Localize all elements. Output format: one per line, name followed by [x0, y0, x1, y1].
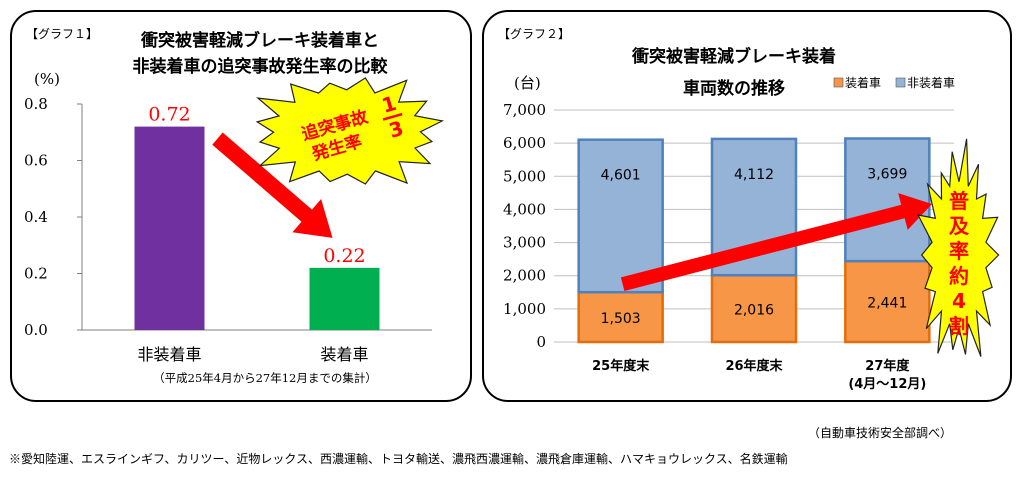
chart-1-y-tick-label: 0.2 [24, 265, 48, 283]
chart-2-y-tick-label: 4,000 [503, 200, 546, 218]
chart-2-burst-char: 普 [949, 189, 969, 213]
chart-2-data-label: 3,699 [867, 167, 907, 183]
chart-1-period-note: （平成25年4月から27年12月までの集計） [153, 371, 377, 385]
chart-2-category-label: 27年度 [865, 358, 910, 374]
chart-1-y-tick-label: 0.6 [24, 152, 48, 170]
chart-1-category-label: 装着車 [320, 345, 368, 364]
chart-2-y-tick-label: 7,000 [503, 101, 546, 119]
chart-2-y-axis-label: (台) [514, 74, 541, 92]
chart-2-y-tick-label: 6,000 [503, 134, 546, 152]
chart-2-burst-char: 4 [952, 289, 966, 313]
chart-2-bar-segment [577, 290, 664, 344]
chart-2-y-tick-label: 0 [536, 333, 546, 351]
chart-2-y-tick-label: 1,000 [503, 300, 546, 318]
chart-1-y-tick-label: 0.4 [24, 208, 48, 226]
chart-2-title-line-2: 車両数の推移 [683, 78, 785, 99]
chart-2-bar-segment [844, 137, 931, 263]
chart-2-category-label: 26年度末 [725, 358, 783, 374]
chart-1-y-tick-label: 0.0 [24, 321, 48, 339]
chart-2-data-label: 4,112 [734, 167, 774, 183]
chart-1-title-line-2: 非装着車の追突事故発生率の比較 [133, 56, 389, 77]
chart-2-legend-label: 非装着車 [907, 75, 955, 90]
chart-2-burst-char: 率 [949, 239, 969, 263]
increase-arrow [620, 193, 932, 291]
chart-2-y-tick-label: 3,000 [503, 234, 546, 252]
chart-2-burst-char: 約 [949, 264, 969, 288]
chart-1-title-line-1: 衝突被害軽減ブレーキ装着車と [140, 30, 379, 51]
chart-2-burst-char: 割 [949, 314, 969, 338]
chart-1-burst-fraction-denominator: 3 [386, 116, 406, 143]
chart-1-data-label: 0.72 [148, 104, 190, 126]
decrease-arrow [212, 132, 333, 238]
chart-2-y-tick-label: 5,000 [503, 167, 546, 185]
chart-2-data-label: 2,016 [734, 303, 774, 319]
chart-1-bar [134, 126, 205, 330]
chart-2-bar-segment [577, 138, 664, 294]
chart-2-tag: 【グラフ２】 [498, 27, 570, 41]
chart-1-y-axis-label: (%) [34, 70, 60, 88]
chart-2-title-line-1: 衝突被害軽減ブレーキ装着 [631, 46, 836, 67]
chart-2-bar-segment [710, 273, 798, 344]
chart-1-burst-shape [255, 77, 445, 185]
chart-2-legend-swatch [833, 77, 844, 88]
chart-1-burst-fraction-numerator: 1 [379, 91, 399, 118]
source-note: （自動車技術安全部調べ） [808, 426, 953, 440]
chart-2-burst-shape [917, 138, 1000, 357]
chart-2-legend-label: 装着車 [845, 75, 881, 90]
chart-2-category-label: (4月～12月) [848, 377, 926, 392]
chart-panel-1: 追突事故 発生率 1 3 【グラフ１】 衝突被害軽減ブレーキ装着車と 非装着車の追突事故発… [10, 10, 472, 402]
chart-2-legend-swatch [895, 77, 906, 88]
chart-2-y-tick-label: 2,000 [503, 267, 546, 285]
chart-2-data-label: 2,441 [867, 296, 907, 312]
chart-1-bar [309, 267, 380, 330]
chart-2-burst-char: 及 [949, 214, 970, 238]
chart-1-tag: 【グラフ１】 [26, 27, 98, 41]
chart-2-category-label: 25年度末 [592, 358, 650, 374]
chart-1-y-tick-label: 0.8 [24, 95, 48, 113]
chart-2-data-label: 4,601 [601, 168, 641, 184]
chart-2-data-label: 1,503 [601, 311, 641, 327]
chart-1-burst-fraction-bar [382, 112, 403, 121]
chart-1-data-label: 0.22 [323, 245, 365, 267]
footnote: ※愛知陸運、エスラインギフ、カリツー、近物レックス、西濃運輸、トヨタ輸送、濃飛西… [9, 452, 788, 466]
chart-1-category-label: 非装着車 [137, 345, 201, 364]
